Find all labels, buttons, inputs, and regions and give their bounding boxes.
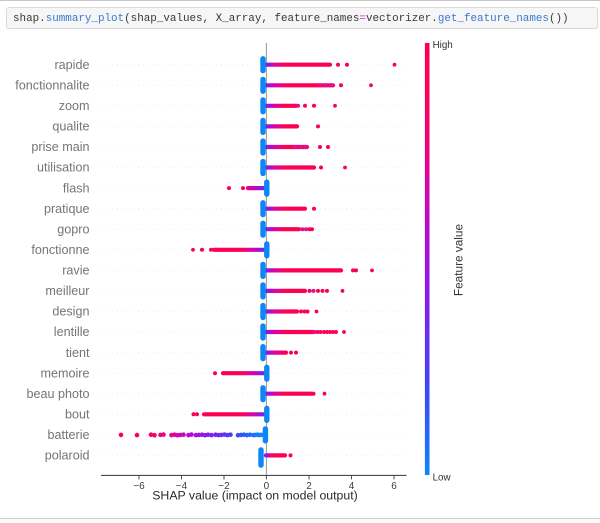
svg-text:zoom: zoom [59, 99, 90, 113]
svg-text:design: design [52, 305, 89, 319]
svg-text:lentille: lentille [54, 325, 90, 339]
svg-text:prise main: prise main [31, 140, 89, 154]
svg-text:fonctionne: fonctionne [31, 243, 89, 257]
svg-text:pratique: pratique [44, 202, 90, 216]
svg-text:−4: −4 [176, 481, 188, 492]
svg-text:beau photo: beau photo [26, 387, 89, 401]
svg-text:6: 6 [391, 481, 397, 492]
svg-text:ravie: ravie [62, 264, 89, 278]
svg-text:qualite: qualite [52, 120, 89, 134]
svg-text:Feature value: Feature value [452, 223, 466, 296]
svg-text:Low: Low [433, 472, 452, 483]
svg-text:−2: −2 [218, 481, 230, 492]
svg-text:4: 4 [349, 481, 355, 492]
svg-text:meilleur: meilleur [45, 284, 89, 298]
svg-text:tient: tient [66, 346, 90, 360]
svg-text:batterie: batterie [47, 428, 89, 442]
svg-text:utilisation: utilisation [37, 161, 90, 175]
svg-text:polaroid: polaroid [45, 449, 90, 463]
svg-text:SHAP value (impact on model ou: SHAP value (impact on model output) [152, 489, 358, 503]
svg-text:High: High [433, 40, 453, 51]
svg-text:memoire: memoire [41, 366, 90, 380]
svg-text:−6: −6 [133, 481, 145, 492]
svg-text:fonctionnalite: fonctionnalite [15, 79, 89, 93]
svg-text:0: 0 [264, 481, 270, 492]
svg-text:rapide: rapide [54, 58, 89, 72]
svg-text:bout: bout [65, 408, 90, 422]
svg-text:2: 2 [306, 481, 312, 492]
svg-text:flash: flash [63, 181, 90, 195]
svg-text:gopro: gopro [57, 222, 89, 236]
